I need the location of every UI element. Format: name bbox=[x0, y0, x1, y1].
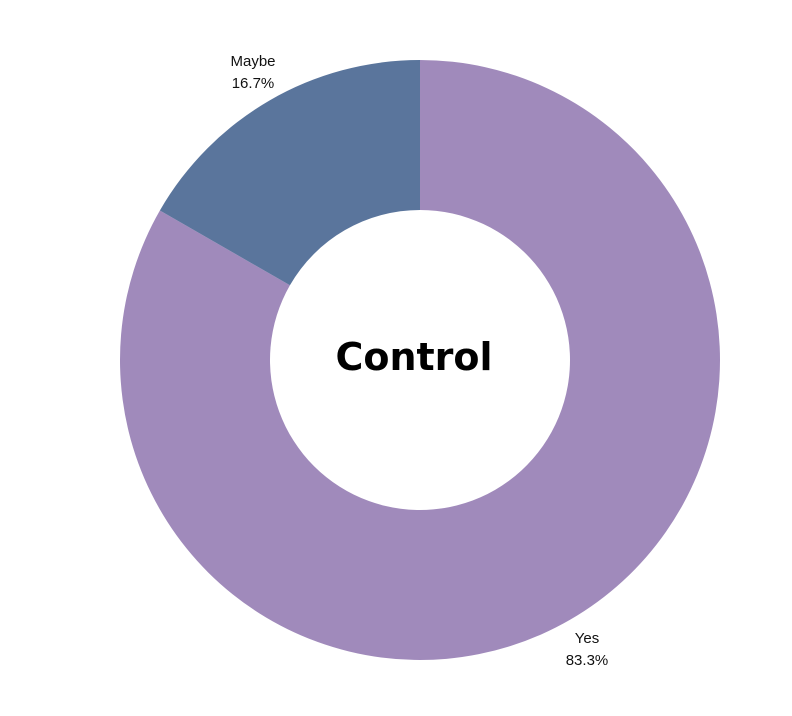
slices-layer bbox=[119, 59, 720, 660]
slice-label-maybe: Maybe bbox=[230, 53, 275, 70]
labels-layer: Yes 83.3% Maybe 16.7% bbox=[230, 53, 608, 669]
donut-slice-yes bbox=[119, 60, 720, 660]
slice-value-label-maybe: 16.7% bbox=[232, 75, 275, 92]
slice-label-yes: Yes bbox=[575, 630, 599, 647]
slice-value-label-yes: 83.3% bbox=[566, 652, 609, 669]
donut-slice-maybe bbox=[159, 59, 420, 286]
chart-center-title: Control bbox=[335, 335, 492, 379]
